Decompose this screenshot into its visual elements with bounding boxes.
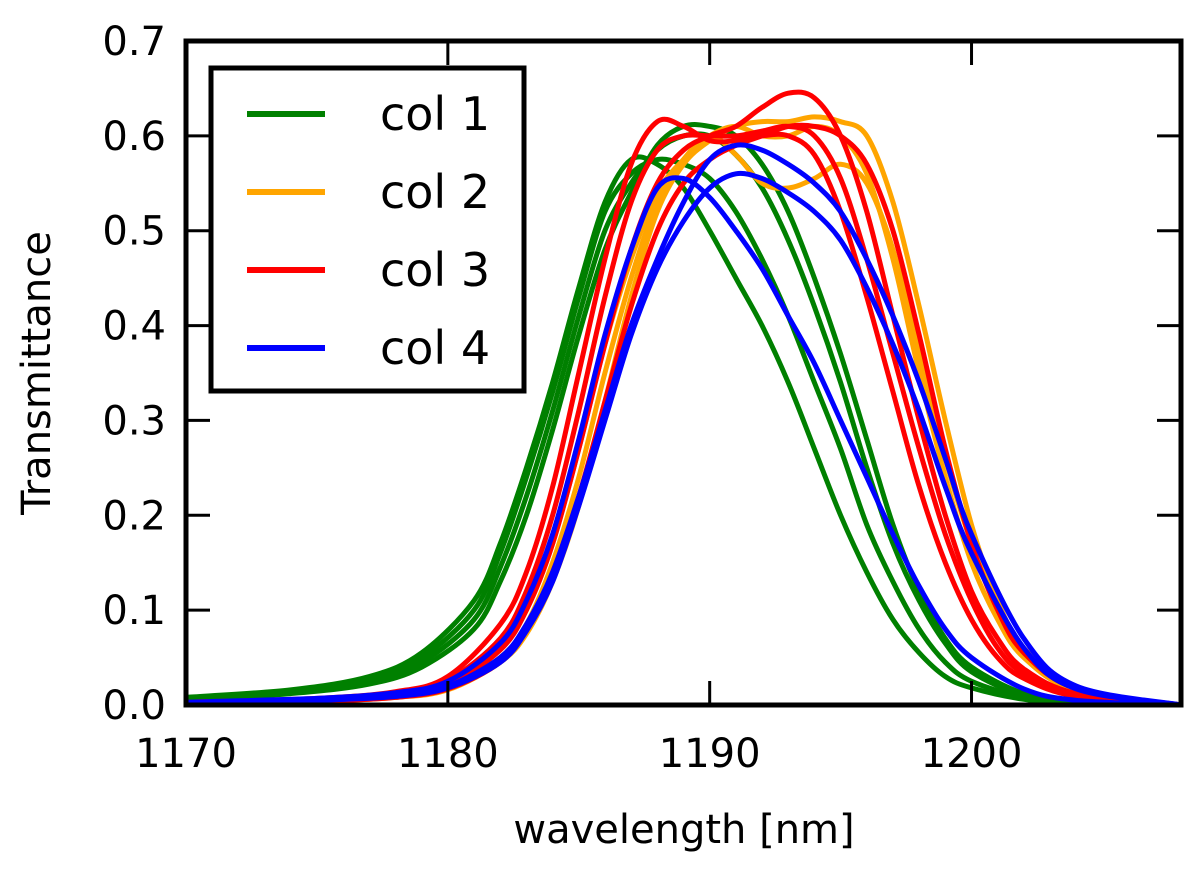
x-tick-label: 1200 [921, 731, 1023, 777]
y-tick-label: 0.4 [102, 304, 166, 350]
series-layer [183, 89, 1184, 708]
legend-label-col-1: col 1 [380, 87, 490, 141]
y-tick-label: 0.0 [102, 683, 166, 729]
series-line-col-3-9 [183, 123, 1184, 708]
series-line-col-1-4 [183, 122, 1184, 708]
series-line-col-4-14 [183, 170, 1184, 708]
legend-entries: col 1 col 2 col 3 col 4 [247, 87, 490, 375]
series-line-col-1-2 [183, 156, 1184, 708]
y-tick-label: 0.6 [102, 114, 166, 160]
legend-box [208, 65, 527, 394]
y-tick-label: 0.5 [102, 209, 166, 255]
legend-label-col-4: col 4 [380, 321, 490, 375]
series-line-col-4-13 [183, 142, 1184, 708]
y-tick-label: 0.7 [102, 19, 166, 65]
series-line-col-1-1 [183, 154, 1184, 708]
x-tick-label: 1180 [397, 731, 499, 777]
series-line-col-3-8 [183, 116, 1184, 708]
x-axis-label: wavelength [nm] [513, 807, 854, 853]
series-line-col-4-12 [183, 175, 1184, 708]
tick-labels-layer: 1170 1180 1190 1200 0.0 0.1 0.2 0.3 0.4 0.5 0.6 0.7 [102, 19, 1022, 777]
legend-label-col-2: col 2 [380, 165, 490, 219]
legend: col 1 col 2 col 3 col 4 [208, 65, 527, 394]
x-tick-label: 1190 [659, 731, 761, 777]
y-tick-label: 0.1 [102, 588, 166, 634]
legend-label-col-3: col 3 [380, 243, 490, 297]
y-tick-label: 0.2 [102, 493, 166, 539]
series-line-col-3-10 [183, 89, 1184, 708]
plot-frame [183, 38, 1184, 708]
x-tick-label: 1170 [135, 731, 237, 777]
y-tick-label: 0.3 [102, 398, 166, 444]
y-axis-label: Transmittance [14, 231, 60, 516]
